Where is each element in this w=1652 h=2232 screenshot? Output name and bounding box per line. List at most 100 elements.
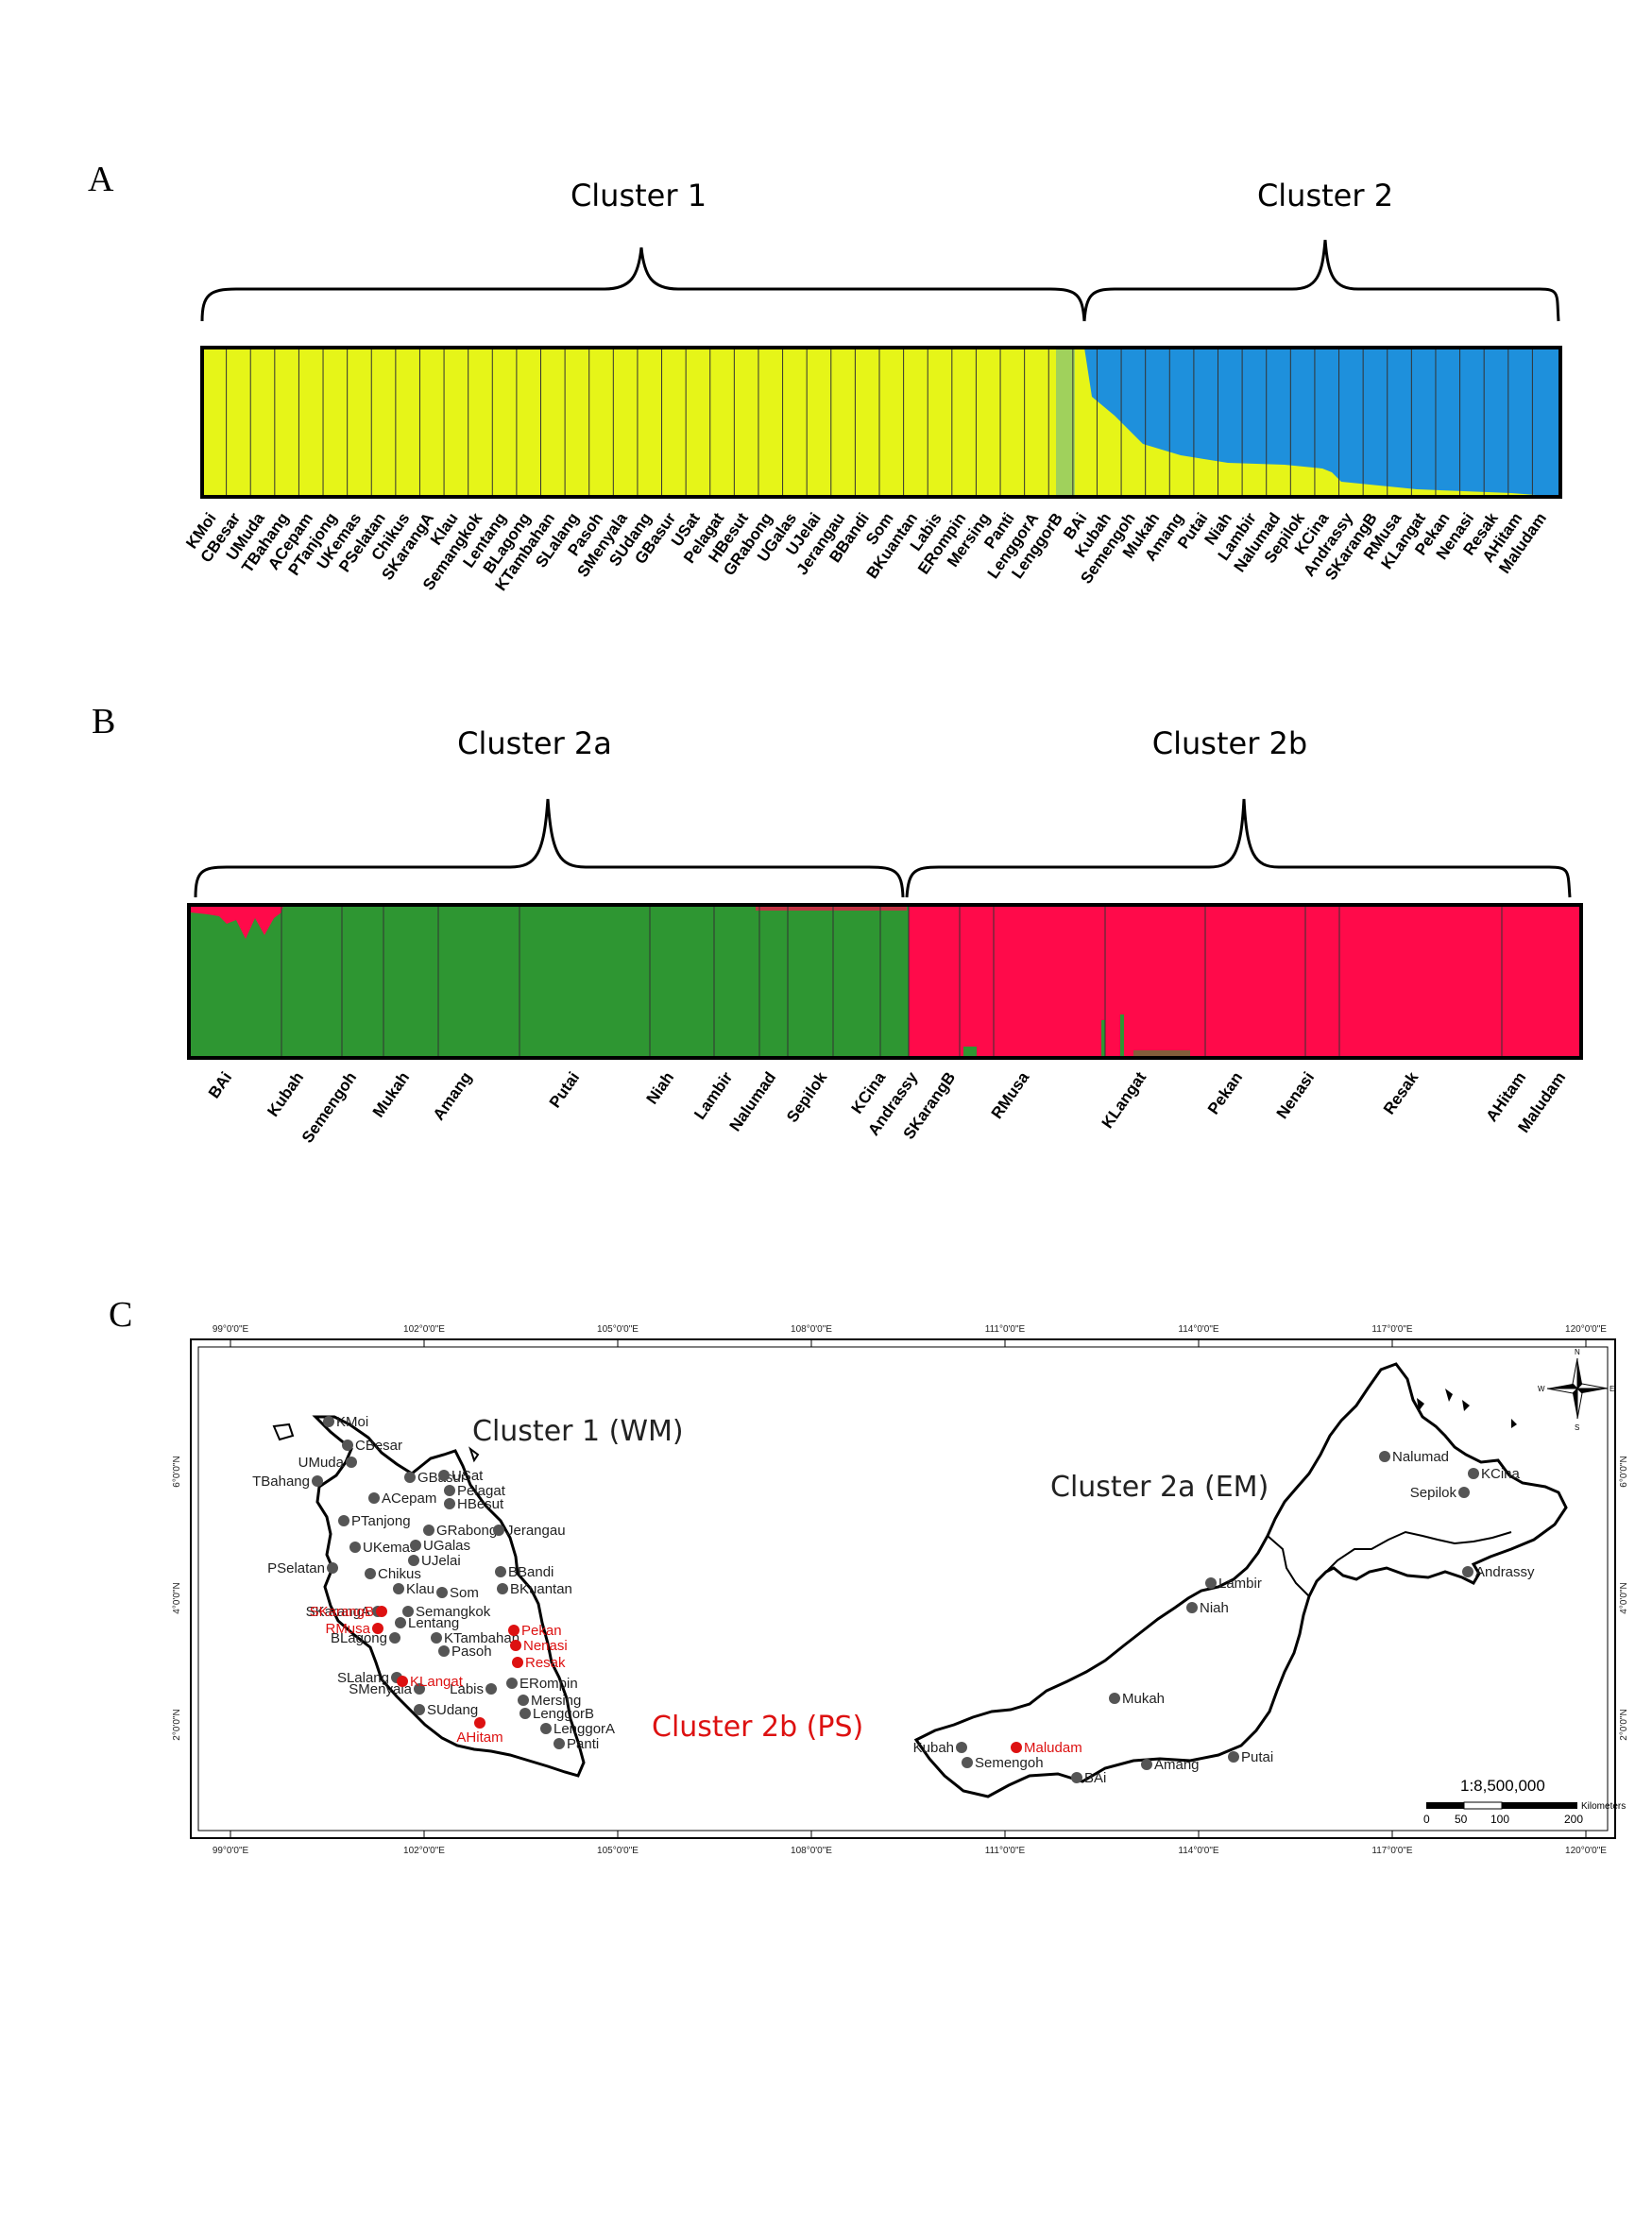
site-label: Maludam [1024,1740,1082,1756]
site-label: Labis [450,1681,484,1697]
site-marker [485,1683,497,1695]
site-marker [327,1562,338,1574]
borneo-outline [913,1362,1568,1798]
site-marker [414,1704,425,1715]
lon-tick-bottom: 120°0'0"E [1565,1846,1607,1856]
site-label: KTambahan [444,1630,519,1646]
site-label: Som [450,1585,479,1601]
site-marker [518,1695,529,1706]
site-label: BLagong [331,1630,387,1646]
site-marker [436,1587,448,1598]
site-label: Mersing [531,1693,581,1709]
site-label: KLangat [410,1674,464,1690]
lon-tick-top: 120°0'0"E [1565,1324,1607,1335]
site-marker [554,1738,565,1749]
site-marker [368,1492,380,1504]
site-label: Pelagat [457,1483,506,1499]
peninsular-malaysia-outline [312,1415,586,1778]
scale-ratio: 1:8,500,000 [1460,1777,1545,1795]
site-marker [495,1566,506,1577]
lat-tick-right: 2°0'0"N [1619,1709,1629,1740]
site-label: Lentang [408,1615,459,1631]
site-marker [540,1723,552,1734]
site-marker [1141,1759,1152,1770]
site-label: Pasoh [451,1644,492,1660]
site-marker [438,1470,450,1481]
site-label: Panti [567,1736,599,1752]
site-marker [962,1757,973,1768]
lon-tick-top: 117°0'0"E [1371,1324,1413,1335]
lat-tick-right: 6°0'0"N [1619,1456,1629,1487]
site-marker [372,1623,383,1634]
site-label: Nalumad [1392,1449,1449,1465]
site-marker [506,1678,518,1689]
scale-tick-0: 0 [1423,1813,1430,1826]
site-label: ERompin [519,1676,578,1692]
site-marker [1205,1577,1217,1589]
site-label: Amang [1154,1757,1200,1773]
site-marker [323,1416,334,1427]
site-label: SKarangA [306,1604,370,1620]
lon-tick-top: 108°0'0"E [791,1324,832,1335]
compass-s: S [1575,1423,1579,1432]
admixture-plot-b [187,903,1583,1060]
site-marker [349,1542,361,1553]
site-label: Chikus [378,1566,421,1582]
panel-a-letter: A [88,160,114,199]
lon-tick-top: 105°0'0"E [597,1324,639,1335]
admixture-plot-a [200,346,1562,499]
site-marker [1071,1772,1082,1783]
site-label: CBesar [355,1438,402,1454]
label-cluster-2b-ps: Cluster 2b (PS) [652,1711,863,1744]
site-label: Klau [406,1581,434,1597]
state-border-2 [1325,1530,1512,1573]
site-marker [346,1457,357,1468]
site-label: GRabong [436,1523,497,1539]
lon-tick-top: 99°0'0"E [213,1324,249,1335]
site-label: Sepilok [1410,1485,1457,1501]
site-marker [338,1515,349,1526]
compass-e: E [1609,1385,1614,1393]
lon-tick-bottom: 108°0'0"E [791,1846,832,1856]
site-marker [510,1640,521,1651]
site-marker [519,1708,531,1719]
scale-bar [1426,1801,1577,1810]
site-marker [1109,1693,1120,1704]
site-marker [402,1606,414,1617]
site-marker [438,1645,450,1657]
site-label: BKuantan [510,1581,572,1597]
site-label: Kubah [913,1740,954,1756]
site-label: LenggorA [554,1721,615,1737]
site-label: TBahang [252,1474,310,1490]
panel-b-letter: B [92,702,116,741]
lon-tick-bottom: 117°0'0"E [1371,1846,1413,1856]
site-marker [497,1583,508,1594]
site-label: HBesut [457,1496,504,1512]
site-marker [1011,1742,1022,1753]
site-label: Jerangau [506,1523,566,1539]
site-marker [376,1606,387,1617]
scale-unit: Kilometers [1581,1801,1626,1812]
site-label: Niah [1200,1600,1229,1616]
compass-n: N [1575,1348,1580,1356]
site-label: BBandi [508,1564,554,1580]
site-marker [342,1440,353,1451]
site-label: UJelai [421,1553,461,1569]
label-cluster-1-wm: Cluster 1 (WM) [472,1415,684,1448]
site-label: Lambir [1218,1576,1262,1592]
cluster-2b-title: Cluster 2b [1151,725,1308,761]
site-marker [312,1475,323,1487]
site-marker [444,1485,455,1496]
site-marker [474,1717,485,1729]
site-label: Mukah [1122,1691,1165,1707]
cluster-2-brace [1082,239,1560,322]
site-label: SKarangB [310,1604,374,1620]
site-marker [395,1617,406,1628]
site-marker [1458,1487,1470,1498]
map-frame [190,1338,1616,1839]
lon-tick-top: 114°0'0"E [1178,1324,1219,1335]
site-label: ACepam [382,1491,436,1507]
lon-tick-bottom: 114°0'0"E [1178,1846,1219,1856]
site-label: Nenasi [523,1638,568,1654]
